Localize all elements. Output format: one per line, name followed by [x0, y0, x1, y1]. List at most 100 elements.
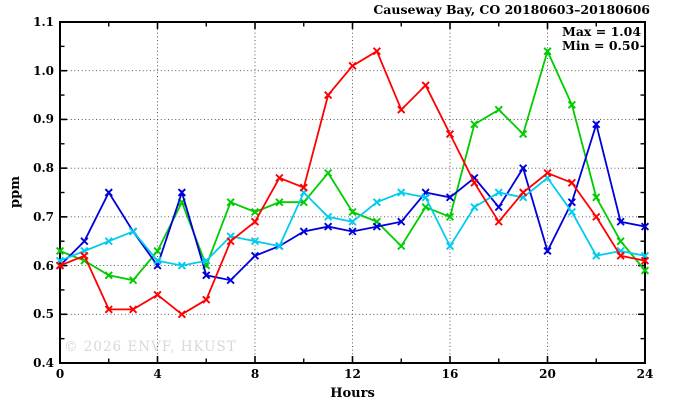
series-green-marker [494, 105, 503, 114]
y-tick-label: 0.5 [33, 307, 54, 322]
series-red-marker [104, 305, 113, 314]
series-green-marker [324, 168, 333, 178]
max-annotation: Max = 1.04 [562, 24, 642, 39]
series-green-marker [519, 129, 528, 139]
series-blue-marker [616, 217, 625, 226]
series-red-marker [567, 178, 576, 187]
series-green-marker [445, 212, 455, 221]
series-red-marker [129, 305, 138, 314]
series-cyan-marker [470, 203, 479, 212]
series-red-marker [519, 188, 528, 197]
y-tick-label: 0.8 [33, 161, 54, 176]
series-blue-marker [202, 271, 211, 280]
series-green-marker [299, 198, 308, 207]
plot-border [59, 21, 646, 364]
series-cyan-marker [129, 227, 138, 236]
series-blue-marker [543, 246, 552, 256]
x-tick-label: 24 [636, 367, 654, 381]
series-red-marker [55, 261, 65, 270]
series-red-marker [494, 217, 503, 226]
series-red-marker [543, 168, 552, 178]
series-red-marker [421, 81, 430, 90]
series-blue-marker [226, 276, 235, 285]
series-cyan-marker [324, 212, 333, 221]
series-green-marker [592, 193, 601, 202]
stats-annotation: Max = 1.04 Min = 0.50 [562, 25, 641, 53]
series-green-marker [567, 100, 576, 109]
series-green-marker [55, 246, 65, 256]
series-blue-marker [397, 217, 406, 226]
series-red-marker [592, 212, 601, 221]
series-green-marker [470, 120, 479, 129]
x-tick-label: 0 [55, 367, 65, 381]
series-red-marker [177, 310, 186, 319]
x-axis-title: Hours [330, 386, 375, 401]
series-cyan-marker [250, 237, 260, 246]
series-green-marker [616, 237, 625, 246]
series-blue-marker [494, 203, 503, 212]
series-cyan-marker [153, 256, 162, 265]
series-blue-marker [348, 227, 357, 236]
series-cyan-marker [177, 261, 186, 270]
series-green-marker [250, 207, 260, 217]
watermark: © 2026 ENVF, HKUST [64, 339, 237, 355]
series-red-marker [470, 178, 479, 187]
chart-title: Causeway Bay, CO 20180603–20180606 [373, 2, 650, 17]
x-tick-label: 8 [250, 367, 260, 381]
x-tick-label: 20 [539, 367, 556, 381]
series-cyan-marker [397, 188, 406, 197]
series-red-marker [250, 217, 260, 226]
series-blue-marker [567, 198, 576, 207]
series-green-marker [348, 207, 357, 217]
series-blue-marker [80, 237, 89, 246]
series-green-marker [104, 271, 113, 280]
series-cyan-marker [567, 207, 576, 217]
series-green-marker [397, 242, 406, 251]
series-red-marker [372, 47, 381, 56]
y-tick-label: 1.0 [33, 63, 54, 78]
series-blue-marker [372, 222, 381, 231]
y-tick-label: 1.1 [33, 15, 54, 29]
y-tick-label: 0.6 [33, 258, 54, 273]
series-red-marker [80, 251, 89, 260]
series-red-marker [616, 251, 625, 260]
min-annotation: Min = 0.50 [562, 38, 640, 53]
y-tick-label: 0.7 [33, 209, 54, 224]
series-red-marker [202, 295, 211, 304]
series-cyan-marker [592, 251, 601, 260]
series-blue-marker [177, 188, 186, 197]
series-cyan-marker [275, 242, 284, 251]
series-cyan-marker [348, 217, 357, 226]
series-red-marker [348, 61, 357, 70]
series-red-marker [445, 129, 455, 139]
y-tick-label: 0.9 [33, 112, 54, 127]
series-cyan-marker [421, 193, 430, 202]
series-blue-marker [250, 251, 260, 260]
series-green-marker [543, 47, 552, 56]
series-cyan-marker [494, 188, 503, 197]
series-red-marker [299, 183, 308, 192]
x-tick-label: 12 [344, 367, 361, 381]
series-blue-marker [104, 188, 113, 197]
series-blue-marker [299, 227, 308, 236]
series-blue-marker [445, 193, 455, 202]
series-red-marker [153, 290, 162, 299]
series-green-marker [129, 276, 138, 285]
series-cyan-marker [372, 198, 381, 207]
series-cyan-marker [202, 256, 211, 265]
series-blue-marker [640, 222, 650, 231]
series-blue-marker [592, 120, 601, 129]
series-green-marker [421, 203, 430, 212]
x-tick-label: 4 [153, 367, 162, 381]
series-red-marker [324, 90, 333, 100]
series-red-marker [397, 105, 406, 114]
series-blue-marker [324, 222, 333, 231]
series-blue-marker [519, 164, 528, 173]
series-red-marker [640, 256, 650, 265]
series-green-marker [640, 266, 650, 275]
series-green-marker [226, 198, 235, 207]
series-red-marker [275, 173, 284, 182]
series-green-marker [275, 198, 284, 207]
